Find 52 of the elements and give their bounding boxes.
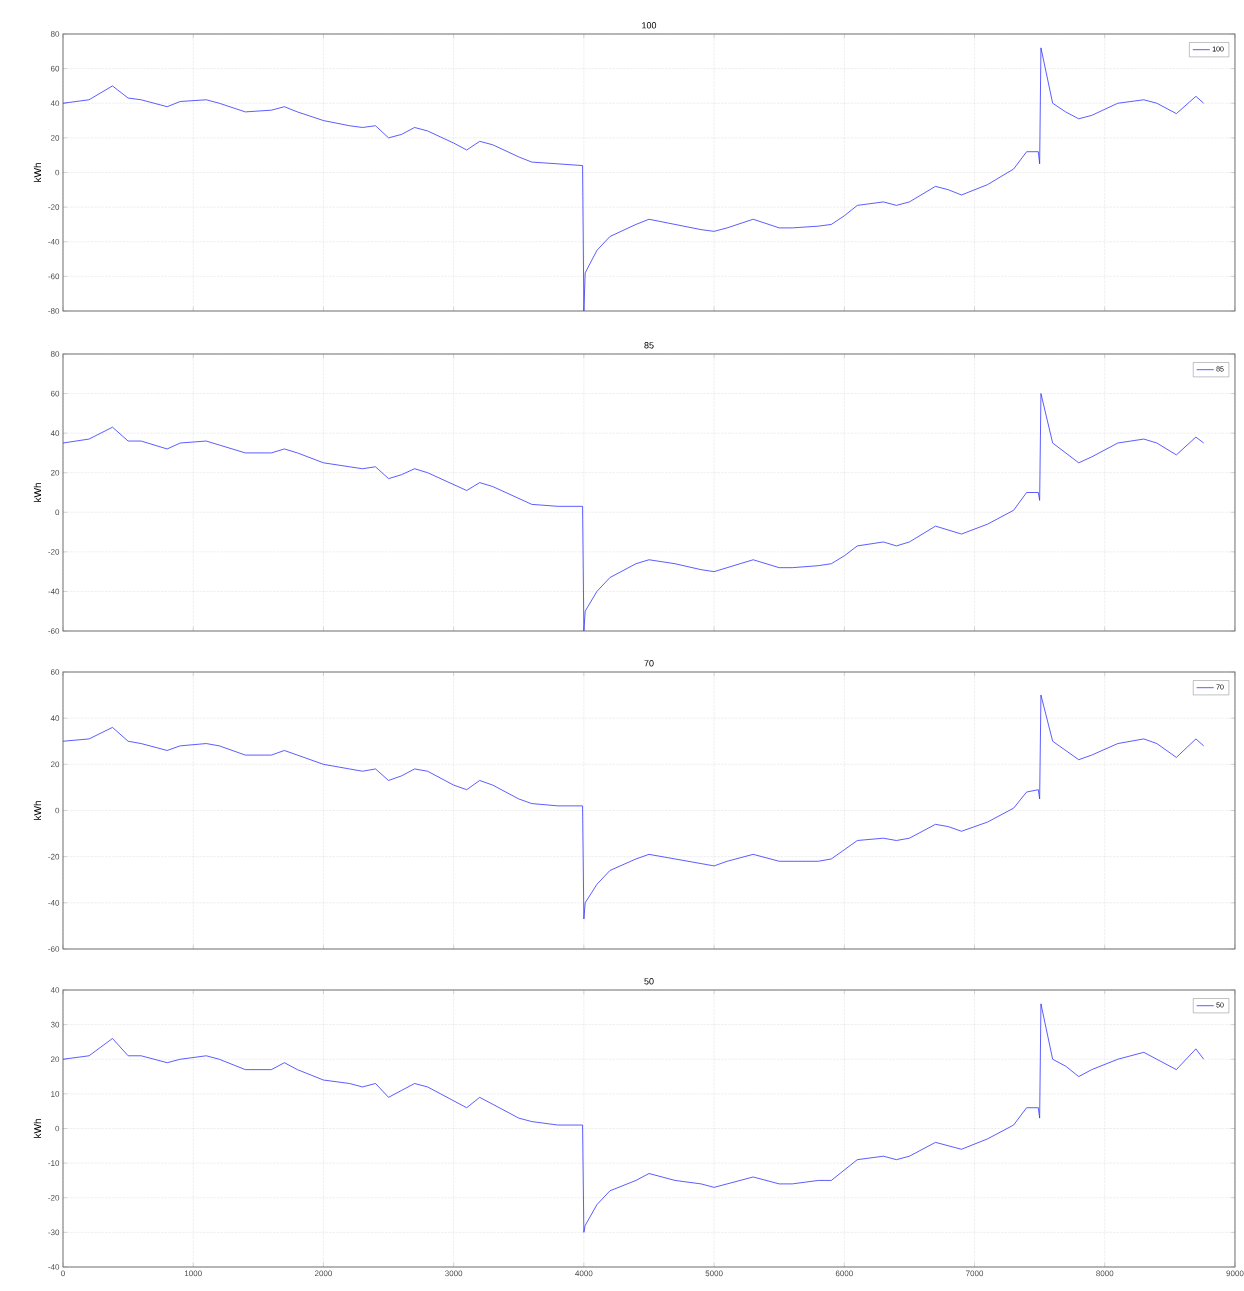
- y-tick-label: -20: [48, 853, 60, 860]
- y-axis-title: kWh: [33, 801, 42, 820]
- y-axis-title: kWh: [33, 1119, 42, 1138]
- y-tick-label: -40: [48, 1264, 60, 1270]
- y-tick-label: 80: [50, 351, 60, 357]
- y-tick-label: 40: [50, 715, 60, 721]
- y-tick-label: 20: [50, 761, 60, 768]
- y-tick-label: -60: [48, 628, 60, 634]
- x-tick-label: 8000: [1096, 1270, 1114, 1277]
- x-tick-label: 5000: [705, 1270, 723, 1277]
- y-tick-label: 40: [50, 987, 60, 993]
- x-tick-label: 7000: [966, 1270, 984, 1277]
- y-tick-label: 20: [50, 135, 60, 141]
- y-tick-label: -40: [48, 900, 60, 906]
- y-tick-label: 20: [50, 1056, 60, 1063]
- chart-title: 70: [644, 660, 654, 667]
- chart-title: 50: [644, 978, 654, 985]
- y-tick-label: -60: [48, 273, 60, 280]
- y-tick-label: -20: [48, 549, 60, 555]
- x-tick-label: 1000: [184, 1270, 202, 1277]
- y-tick-label: 0: [55, 169, 60, 176]
- y-tick-label: 80: [50, 31, 60, 37]
- x-tick-label: 2000: [314, 1270, 333, 1277]
- y-tick-label: -40: [48, 588, 60, 595]
- x-tick-label: 3000: [445, 1270, 463, 1277]
- y-tick-label: 0: [55, 807, 60, 814]
- y-tick-label: -20: [48, 204, 60, 210]
- y-tick-label: 10: [51, 1091, 60, 1097]
- y-tick-label: 60: [50, 390, 60, 397]
- y-tick-label: 60: [50, 669, 60, 675]
- line-series: [63, 47, 1205, 311]
- chart-title: 85: [644, 342, 654, 349]
- x-tick-label: 0: [61, 1270, 65, 1277]
- x-tick-label: 9000: [1226, 1270, 1244, 1277]
- x-tick-label: 6000: [835, 1270, 853, 1277]
- y-tick-label: 40: [50, 100, 60, 107]
- x-tick-label: 4000: [575, 1270, 593, 1277]
- y-tick-label: -60: [48, 946, 60, 952]
- y-tick-label: -30: [48, 1229, 60, 1236]
- y-tick-label: 60: [50, 65, 60, 72]
- y-tick-label: 0: [55, 1125, 60, 1132]
- y-axis-title: kWh: [33, 163, 42, 182]
- y-tick-label: 0: [55, 509, 60, 516]
- y-tick-label: -40: [48, 238, 60, 245]
- y-tick-label: 40: [50, 430, 60, 436]
- y-axis-title: kWh: [33, 483, 42, 502]
- y-tick-label: -10: [48, 1160, 60, 1166]
- y-tick-label: 30: [50, 1021, 60, 1028]
- chart-title: 100: [642, 22, 657, 29]
- y-tick-label: -20: [48, 1194, 60, 1201]
- y-tick-label: -80: [48, 308, 60, 314]
- y-tick-label: 20: [50, 469, 60, 476]
